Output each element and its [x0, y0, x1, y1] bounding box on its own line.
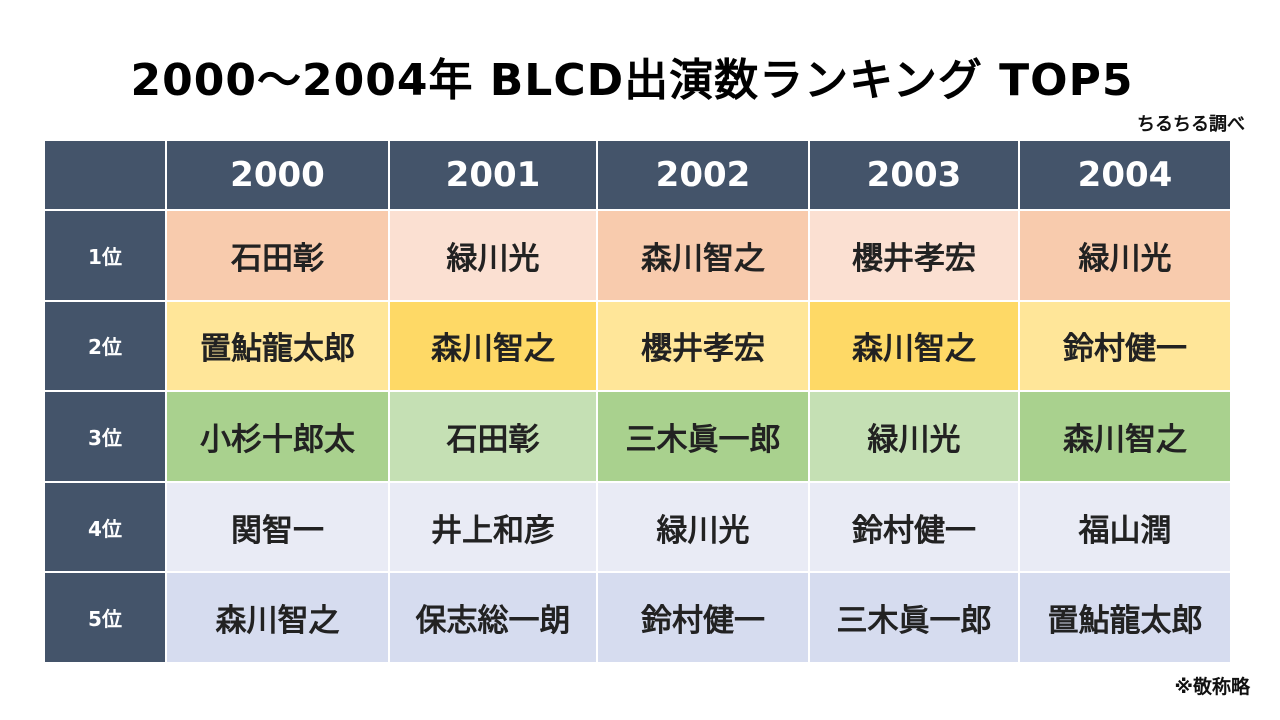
name-cell: 緑川光 — [598, 482, 808, 572]
name-cell: 櫻井孝宏 — [810, 211, 1018, 300]
name-cell: 鈴村健一 — [598, 573, 808, 662]
name-cell: 福山潤 — [1020, 482, 1230, 572]
name-cell: 森川智之 — [810, 301, 1018, 391]
column-header: 2003 — [810, 141, 1018, 209]
source: ちるちる調べ — [1137, 114, 1245, 135]
name-cell: 鈴村健一 — [1020, 301, 1230, 391]
name-cell: 三木眞一郎 — [810, 573, 1018, 662]
name-cell: 保志総一朗 — [390, 573, 596, 662]
name-cell: 置鮎龍太郎 — [1020, 573, 1230, 662]
name-cell: 関智一 — [167, 482, 388, 572]
name-cell: 森川智之 — [390, 301, 596, 391]
row-label: 4位 — [45, 482, 165, 572]
name-cell: 森川智之 — [1020, 392, 1230, 481]
name-cell: 森川智之 — [598, 211, 808, 300]
name-cell: 緑川光 — [1020, 211, 1230, 300]
row-label: 3位 — [45, 392, 165, 481]
name-cell: 井上和彦 — [390, 482, 596, 572]
corner-cell — [45, 141, 165, 209]
name-cell: 石田彰 — [167, 211, 388, 300]
title: 2000〜2004年 BLCD出演数ランキング TOP5 — [130, 55, 1134, 106]
name-cell: 櫻井孝宏 — [598, 301, 808, 391]
name-cell: 小杉十郎太 — [167, 392, 388, 481]
column-header: 2002 — [598, 141, 808, 209]
name-cell: 石田彰 — [390, 392, 596, 481]
name-cell: 鈴村健一 — [810, 482, 1018, 572]
row-label: 2位 — [45, 301, 165, 391]
name-cell: 緑川光 — [390, 211, 596, 300]
column-header: 2004 — [1020, 141, 1230, 209]
footnote: ※敬称略 — [1174, 676, 1250, 698]
ranking-table: 2000 2001 2002 2003 2004 1位 石田彰 緑川光 森川智之 櫻井孝宏 緑川光 2… — [45, 141, 1230, 662]
name-cell: 森川智之 — [167, 573, 388, 662]
name-cell: 緑川光 — [810, 392, 1018, 481]
row-label: 1位 — [45, 211, 165, 300]
name-cell: 置鮎龍太郎 — [167, 301, 388, 391]
row-label: 5位 — [45, 573, 165, 662]
column-header: 2000 — [167, 141, 388, 209]
column-header: 2001 — [390, 141, 596, 209]
name-cell: 三木眞一郎 — [598, 392, 808, 481]
